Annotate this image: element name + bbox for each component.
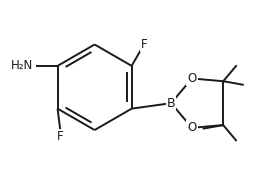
- Text: O: O: [187, 121, 197, 134]
- Text: H₂N: H₂N: [11, 59, 33, 72]
- Text: F: F: [141, 38, 148, 51]
- Text: B: B: [167, 97, 176, 110]
- Text: O: O: [187, 72, 197, 85]
- Text: F: F: [57, 130, 64, 143]
